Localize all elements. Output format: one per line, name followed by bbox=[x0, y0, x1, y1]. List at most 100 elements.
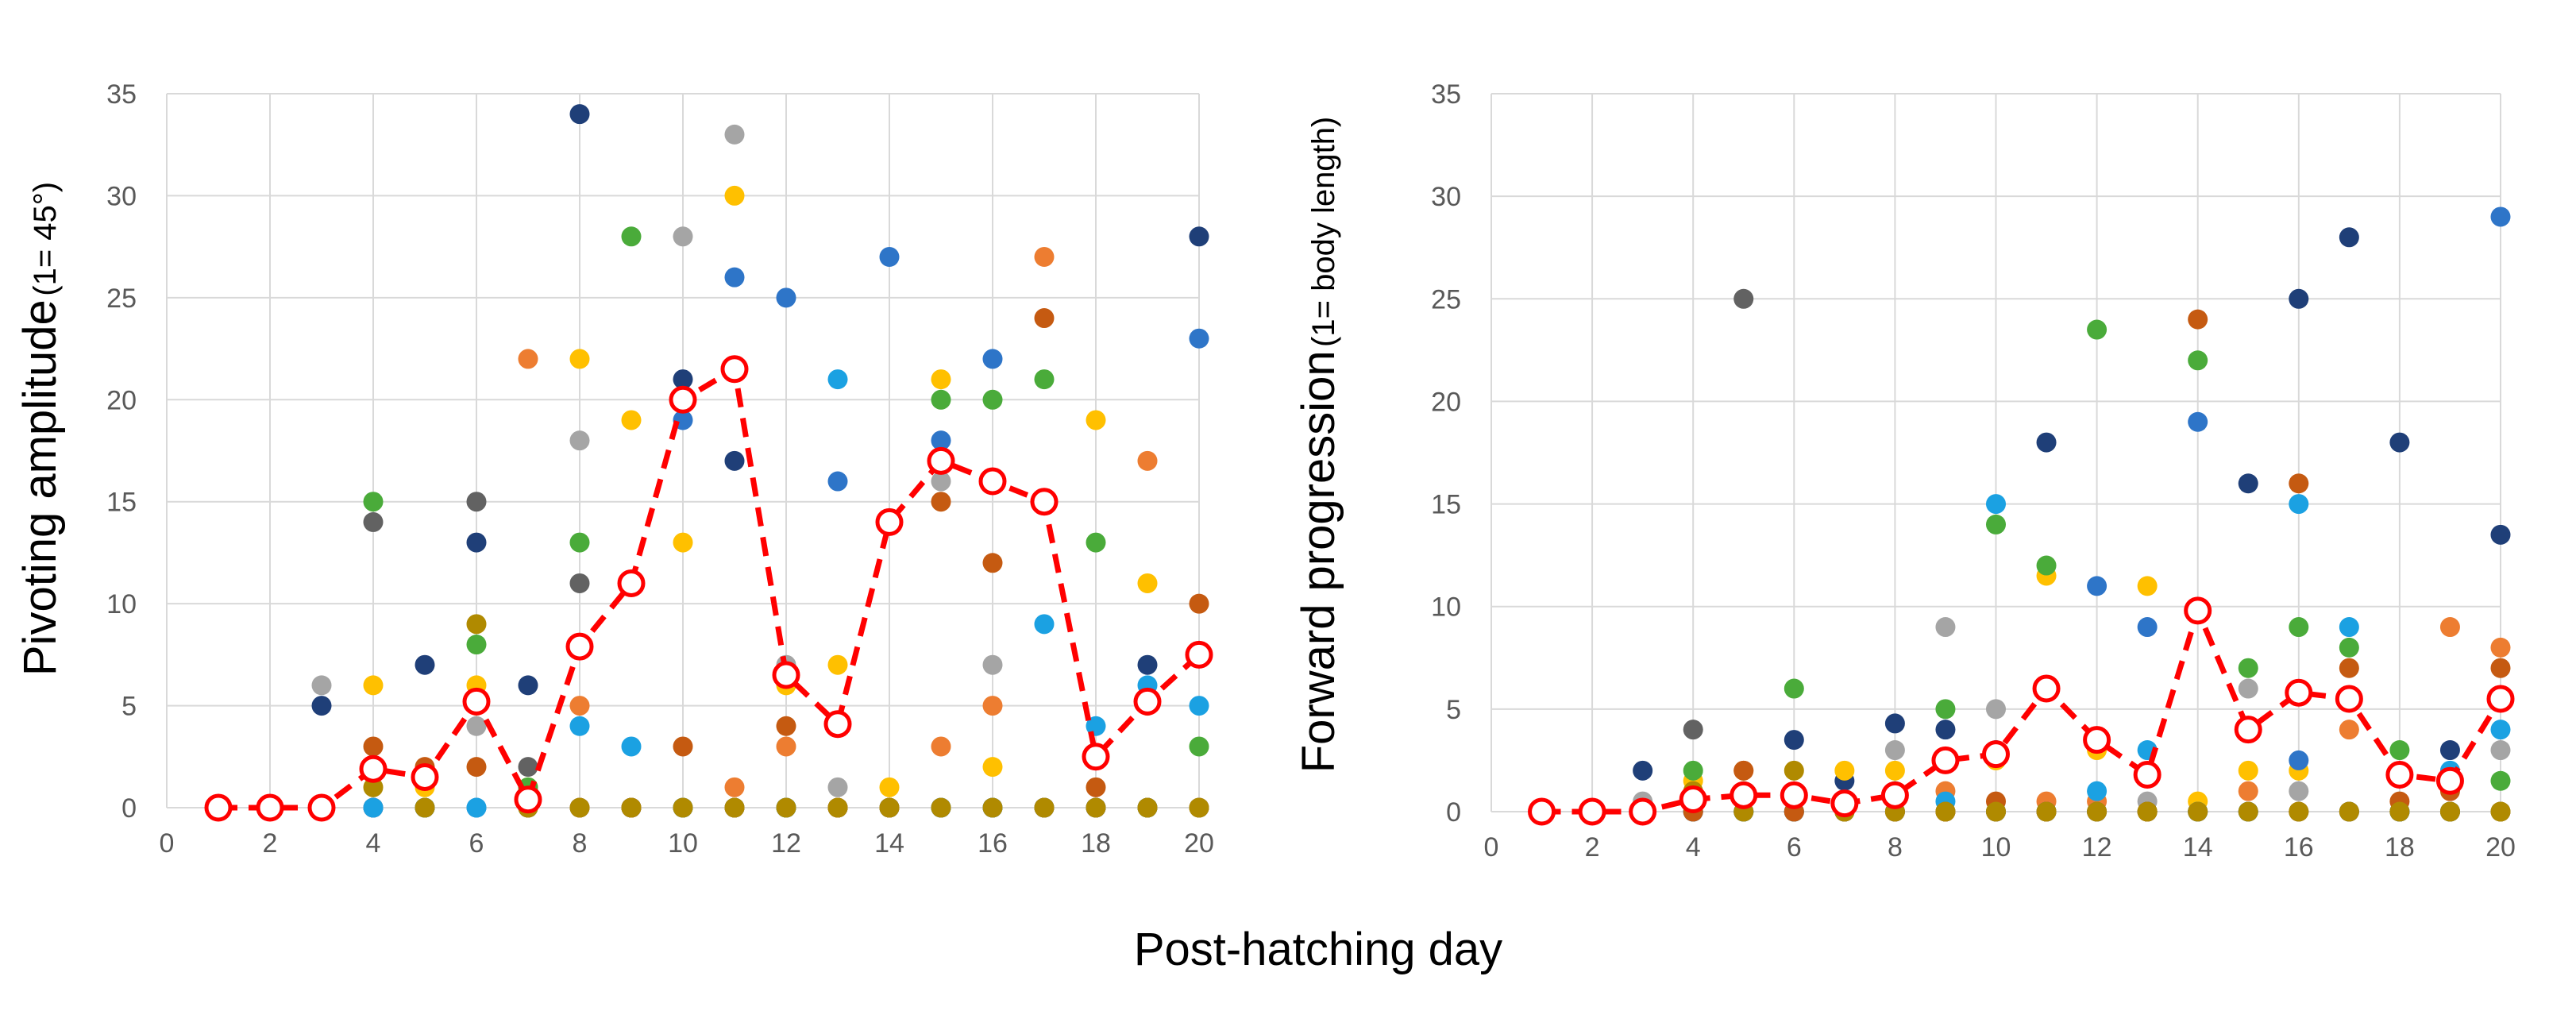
data-point bbox=[2439, 740, 2460, 761]
mean-point bbox=[462, 687, 491, 716]
x-tick-label: 4 bbox=[366, 828, 381, 859]
x-tick-label: 20 bbox=[1184, 828, 1214, 859]
y-tick-label: 20 bbox=[1431, 387, 1461, 417]
mean-point bbox=[1931, 746, 1960, 774]
data-point bbox=[879, 246, 900, 267]
data-point bbox=[2339, 658, 2359, 678]
mean-point bbox=[2335, 685, 2363, 713]
data-point bbox=[1935, 699, 1956, 720]
data-point bbox=[2238, 760, 2258, 781]
mean-point bbox=[204, 793, 233, 822]
data-point bbox=[1086, 716, 1106, 736]
data-point bbox=[982, 553, 1003, 573]
data-point bbox=[2036, 555, 2057, 576]
series-ind-navy bbox=[208, 104, 1209, 818]
data-point bbox=[1935, 720, 1956, 740]
mean-point bbox=[720, 355, 749, 384]
data-point bbox=[2087, 781, 2107, 801]
data-point bbox=[569, 716, 590, 736]
mean-point bbox=[1830, 789, 1859, 818]
y-tick-label: 10 bbox=[106, 589, 137, 619]
data-point bbox=[982, 349, 1003, 369]
data-point bbox=[1034, 246, 1055, 267]
chart-pivoting-y-axis-label: Pivoting amplitude (1= 45°) bbox=[14, 182, 66, 676]
mean-point bbox=[1982, 740, 2010, 769]
mean-point bbox=[1082, 743, 1110, 771]
data-point bbox=[311, 675, 332, 696]
data-point bbox=[1189, 328, 1209, 349]
mean-point bbox=[1730, 781, 1758, 809]
data-point bbox=[673, 532, 693, 553]
data-point bbox=[2289, 801, 2309, 822]
data-point bbox=[2238, 781, 2258, 801]
data-point bbox=[415, 797, 435, 818]
mean-point bbox=[978, 467, 1007, 496]
data-point bbox=[1189, 696, 1209, 716]
y-tick-label: 0 bbox=[121, 793, 137, 824]
data-point bbox=[1137, 450, 1158, 471]
data-point bbox=[1986, 699, 2006, 720]
data-point bbox=[2289, 617, 2309, 638]
data-point bbox=[311, 696, 332, 716]
mean-point bbox=[2385, 761, 2414, 789]
data-point bbox=[931, 492, 951, 512]
x-tick-label: 10 bbox=[668, 828, 698, 859]
data-point bbox=[1683, 720, 1703, 740]
data-point bbox=[724, 797, 745, 818]
data-point bbox=[879, 777, 900, 797]
data-point bbox=[931, 430, 951, 451]
data-point bbox=[1784, 760, 1804, 781]
x-tick-label: 18 bbox=[1081, 828, 1111, 859]
data-point bbox=[982, 654, 1003, 675]
data-point bbox=[2490, 770, 2511, 791]
data-point bbox=[776, 716, 796, 736]
data-point bbox=[1884, 713, 1905, 734]
data-point bbox=[1986, 514, 2006, 534]
data-point bbox=[518, 757, 538, 778]
data-point bbox=[2137, 801, 2158, 822]
data-point bbox=[1733, 760, 1754, 781]
data-point bbox=[1189, 226, 1209, 247]
mean-point bbox=[1629, 797, 1657, 826]
data-point bbox=[776, 287, 796, 308]
chart-forward: 0 5 10 15 20 25 30 35 0 2 4 6 8 10 12 14 16 18 20 Forward … bbox=[1293, 79, 2516, 862]
data-point bbox=[982, 389, 1003, 410]
y-tick-label: 30 bbox=[106, 181, 137, 211]
series-ind-olive bbox=[208, 614, 1209, 818]
data-point bbox=[2289, 494, 2309, 515]
mean-line bbox=[218, 366, 1201, 811]
y-tick-label: 25 bbox=[1431, 284, 1461, 314]
series-ind-gold bbox=[1532, 565, 2511, 822]
data-point bbox=[621, 797, 642, 818]
x-tick-label: 8 bbox=[573, 828, 588, 859]
series-ind-skyblue bbox=[1532, 494, 2511, 822]
chart-pivoting-mean-series bbox=[204, 355, 1213, 822]
data-point bbox=[724, 124, 745, 145]
data-point bbox=[2339, 720, 2359, 740]
data-point bbox=[363, 777, 384, 797]
data-point bbox=[1137, 573, 1158, 593]
series-ind-gray bbox=[208, 124, 1209, 818]
y-tick-label: 15 bbox=[1431, 490, 1461, 520]
data-point bbox=[363, 675, 384, 696]
mean-point bbox=[2083, 726, 2111, 754]
data-point bbox=[2188, 309, 2208, 330]
mean-point bbox=[2486, 685, 2515, 713]
data-point bbox=[1733, 288, 1754, 309]
mean-point bbox=[927, 446, 955, 475]
data-point bbox=[2389, 801, 2410, 822]
data-point bbox=[569, 573, 590, 593]
chart-forward-tick-labels: 0 5 10 15 20 25 30 35 0 2 4 6 8 10 12 14 16 18 20 bbox=[1431, 79, 2516, 862]
y-tick-label: 25 bbox=[106, 284, 137, 314]
series-ind-olive bbox=[1532, 760, 2511, 822]
data-point bbox=[2087, 319, 2107, 340]
mean-point bbox=[359, 754, 388, 783]
data-point bbox=[2238, 801, 2258, 822]
mean-point bbox=[2285, 678, 2313, 707]
series-ind-darkgray bbox=[1532, 288, 2511, 822]
y-tick-label: 0 bbox=[1446, 797, 1461, 828]
data-point bbox=[724, 185, 745, 206]
data-point bbox=[1784, 730, 1804, 751]
data-point bbox=[1884, 760, 1905, 781]
y-tick-label: 35 bbox=[106, 79, 137, 110]
